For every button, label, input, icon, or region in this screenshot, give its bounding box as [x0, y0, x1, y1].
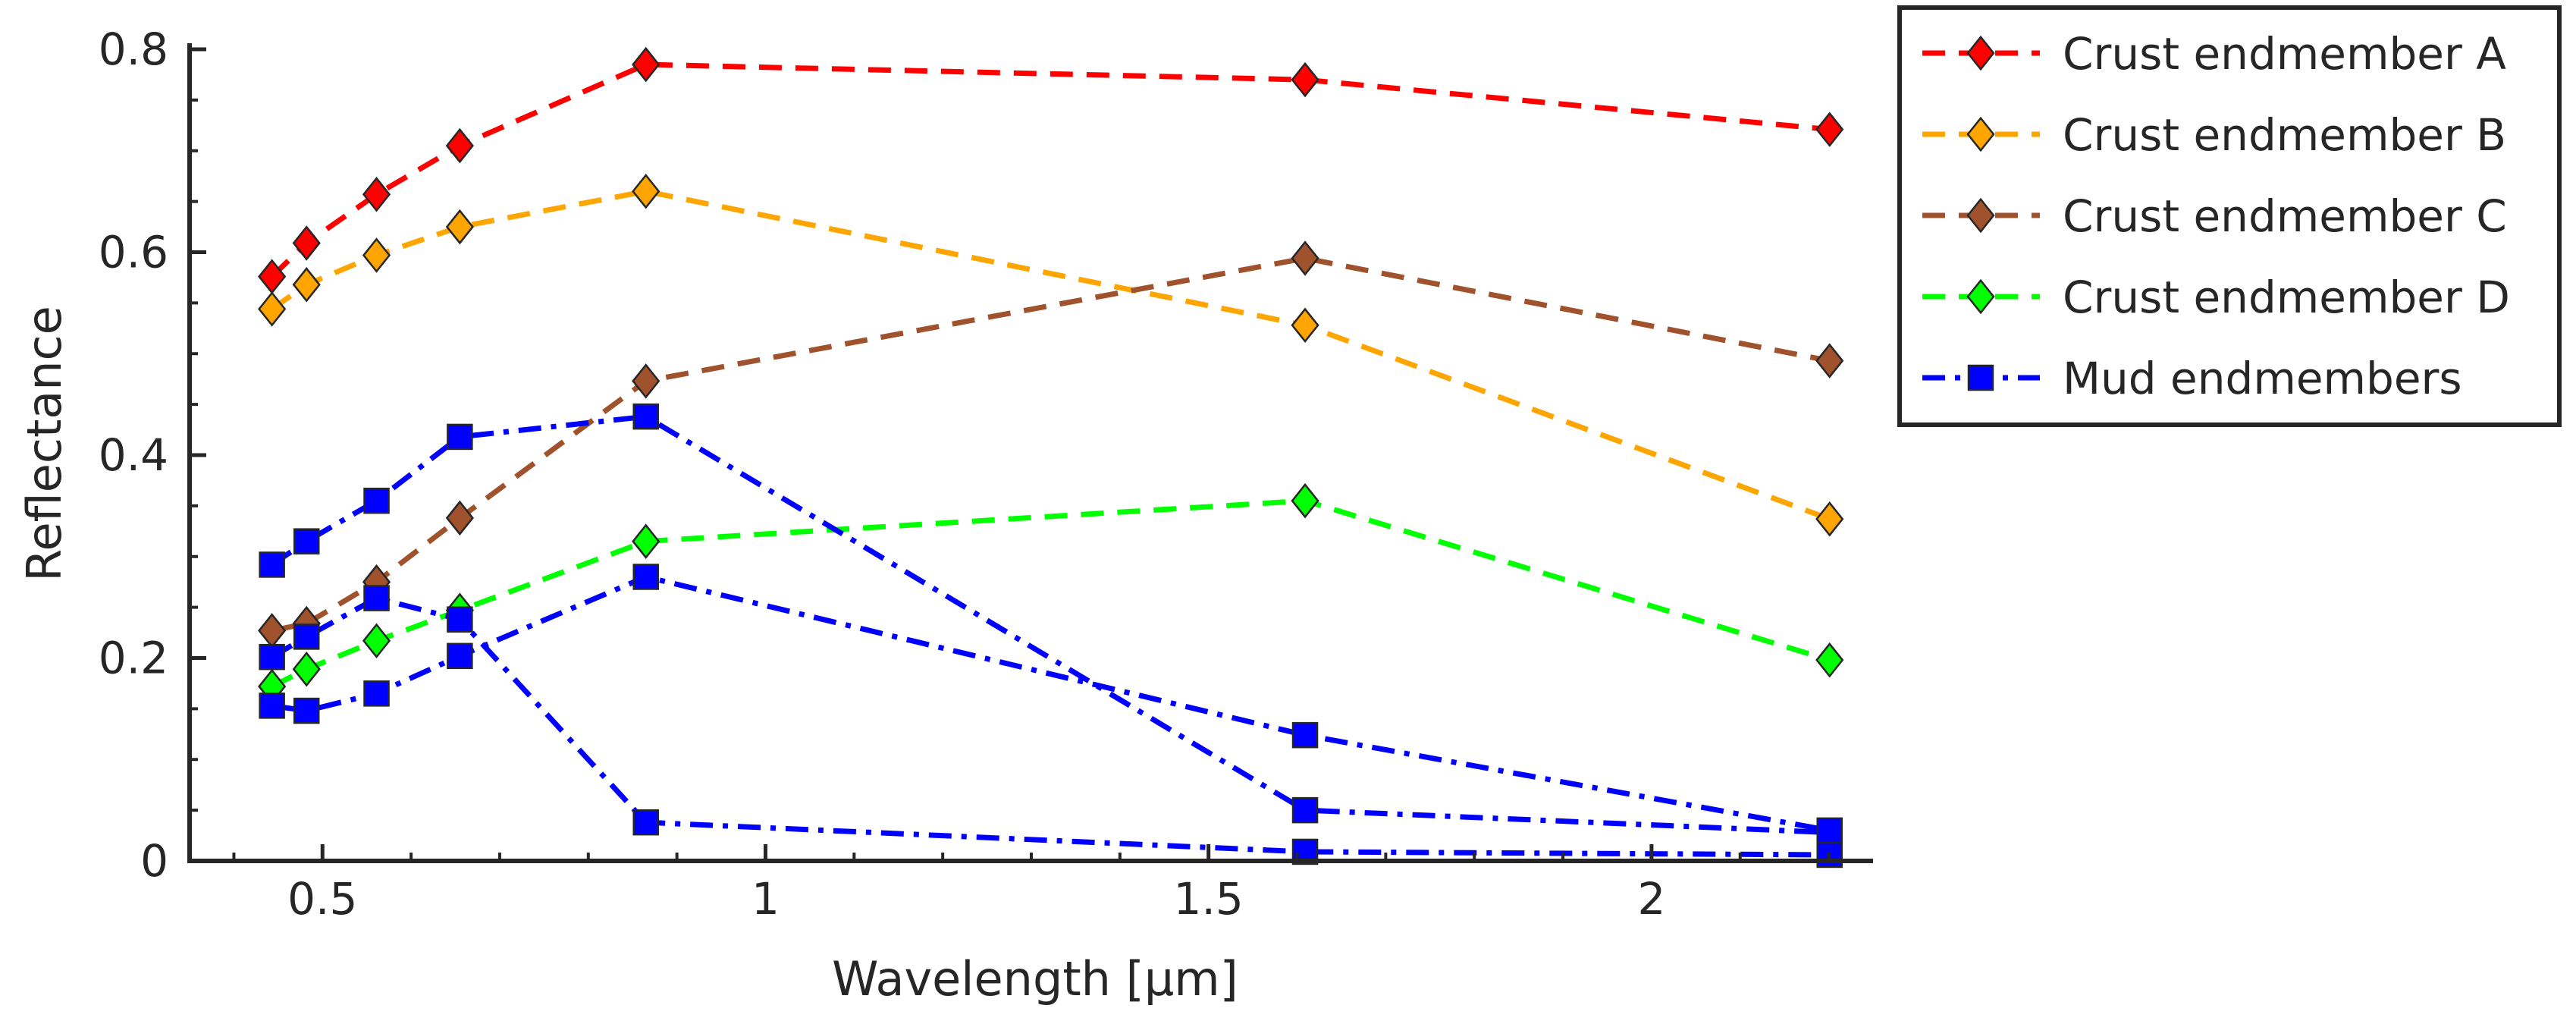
- data-point: [1815, 642, 1844, 678]
- series-mud-endmembers-6: [259, 564, 1843, 844]
- data-point: [363, 680, 390, 707]
- data-point: [632, 46, 660, 83]
- data-point: [1291, 240, 1319, 276]
- legend-label: Crust endmember B: [2063, 109, 2506, 161]
- data-point: [632, 173, 660, 209]
- data-point: [292, 267, 321, 303]
- data-point: [362, 623, 391, 659]
- series-crust-endmember-c-2: [258, 240, 1844, 649]
- data-point: [1291, 721, 1319, 749]
- y-tick-label: 0.8: [99, 24, 168, 75]
- data-point: [362, 177, 391, 212]
- y-tick-label: 0.6: [99, 227, 168, 278]
- x-tick-label: 0.5: [287, 873, 357, 925]
- data-point: [1291, 796, 1319, 824]
- series-line: [271, 574, 1831, 834]
- x-tick-label: 2: [1637, 873, 1665, 925]
- data-point: [1291, 482, 1319, 519]
- data-point: [363, 585, 390, 611]
- y-axis-label: Reflectance: [17, 306, 72, 582]
- series-line: [270, 188, 1831, 522]
- data-point: [632, 523, 660, 559]
- series-crust-endmember-d-3: [258, 482, 1844, 705]
- data-point: [1815, 343, 1844, 379]
- plot-area: [258, 46, 1844, 869]
- data-point: [447, 642, 473, 670]
- series-crust-endmember-b-1: [258, 173, 1844, 537]
- legend-marker: [1967, 364, 1994, 391]
- data-point: [363, 487, 390, 514]
- data-point: [445, 209, 474, 245]
- y-tick-label: 0.2: [99, 633, 168, 684]
- data-point: [445, 127, 474, 164]
- legend-entry: Crust endmember B: [1922, 109, 2506, 161]
- data-point: [1815, 501, 1844, 537]
- series-line: [271, 256, 1831, 633]
- legend-entry: Crust endmember C: [1922, 190, 2507, 242]
- data-point: [632, 564, 659, 590]
- data-point: [259, 643, 285, 671]
- data-point: [632, 403, 659, 430]
- data-point: [259, 551, 285, 578]
- series-line: [271, 498, 1831, 689]
- data-point: [292, 225, 321, 261]
- legend-label: Mud endmembers: [2063, 353, 2462, 404]
- data-point: [258, 291, 287, 327]
- legend-entry: Crust endmember D: [1922, 272, 2510, 323]
- legend: Crust endmember A Crust endmember B Crust …: [1897, 5, 2562, 427]
- series-mud-endmembers-4: [259, 403, 1843, 846]
- legend-label: Crust endmember D: [2063, 272, 2510, 323]
- y-tick-label: 0: [140, 835, 168, 887]
- x-axis-label: Wavelength [µm]: [832, 951, 1238, 1007]
- data-point: [293, 528, 320, 554]
- data-point: [362, 237, 391, 273]
- data-point: [447, 606, 473, 633]
- data-point: [293, 697, 320, 724]
- series-crust-endmember-a-0: [258, 46, 1844, 294]
- y-tick-label: 0.4: [99, 429, 168, 481]
- data-point: [1291, 61, 1319, 98]
- series-line: [270, 61, 1831, 279]
- data-point: [632, 363, 660, 399]
- data-point: [445, 500, 474, 536]
- data-point: [293, 624, 320, 650]
- legend-marker: [1966, 35, 1995, 71]
- legend-label: Crust endmember C: [2063, 190, 2507, 242]
- axes: 0.5 1 1.5 2 0 0.2 0.4 0.6 0.8: [99, 24, 1873, 925]
- legend-entry: Crust endmember A: [1922, 28, 2506, 80]
- data-point: [1815, 112, 1844, 147]
- data-point: [292, 651, 321, 687]
- legend-marker: [1966, 116, 1995, 152]
- data-point: [258, 613, 287, 649]
- data-point: [447, 423, 473, 451]
- x-tick-label: 1: [751, 873, 780, 925]
- legend-marker: [1966, 197, 1995, 234]
- legend-marker: [1966, 278, 1995, 315]
- data-point: [1291, 307, 1319, 344]
- data-point: [632, 809, 659, 836]
- legend-entry: Mud endmembers: [1922, 353, 2462, 404]
- x-tick-label: 1.5: [1174, 873, 1244, 925]
- data-point: [259, 693, 285, 719]
- data-point: [1816, 817, 1843, 844]
- legend-label: Crust endmember A: [2063, 28, 2506, 80]
- series-line: [270, 413, 1830, 836]
